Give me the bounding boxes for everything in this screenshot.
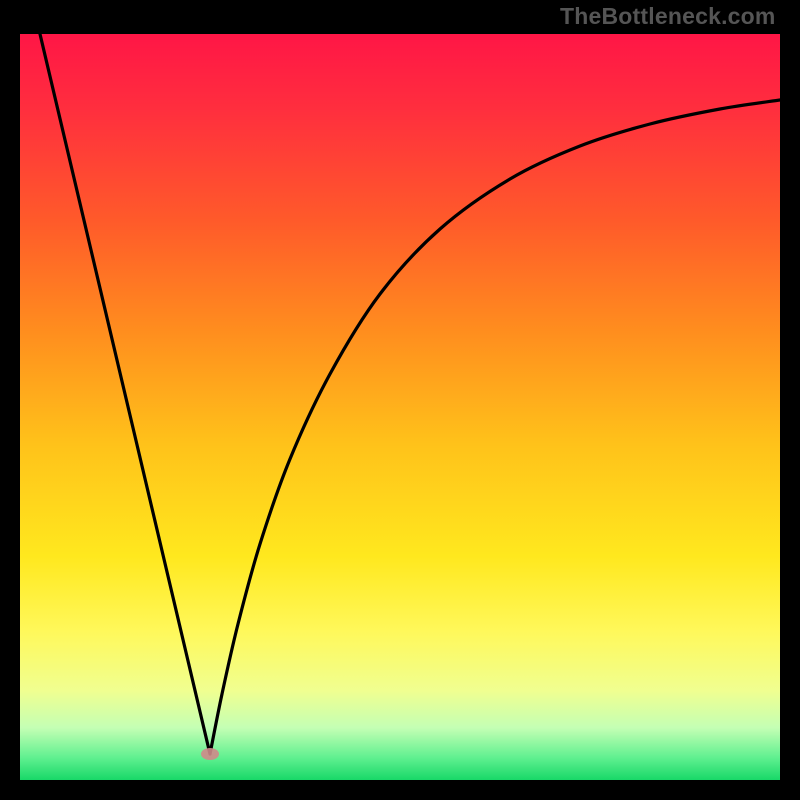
watermark-text: TheBottleneck.com [560,3,776,30]
plot-area [20,34,780,780]
min-point-marker [201,748,219,760]
plot-svg [20,34,780,780]
gradient-background [20,34,780,780]
